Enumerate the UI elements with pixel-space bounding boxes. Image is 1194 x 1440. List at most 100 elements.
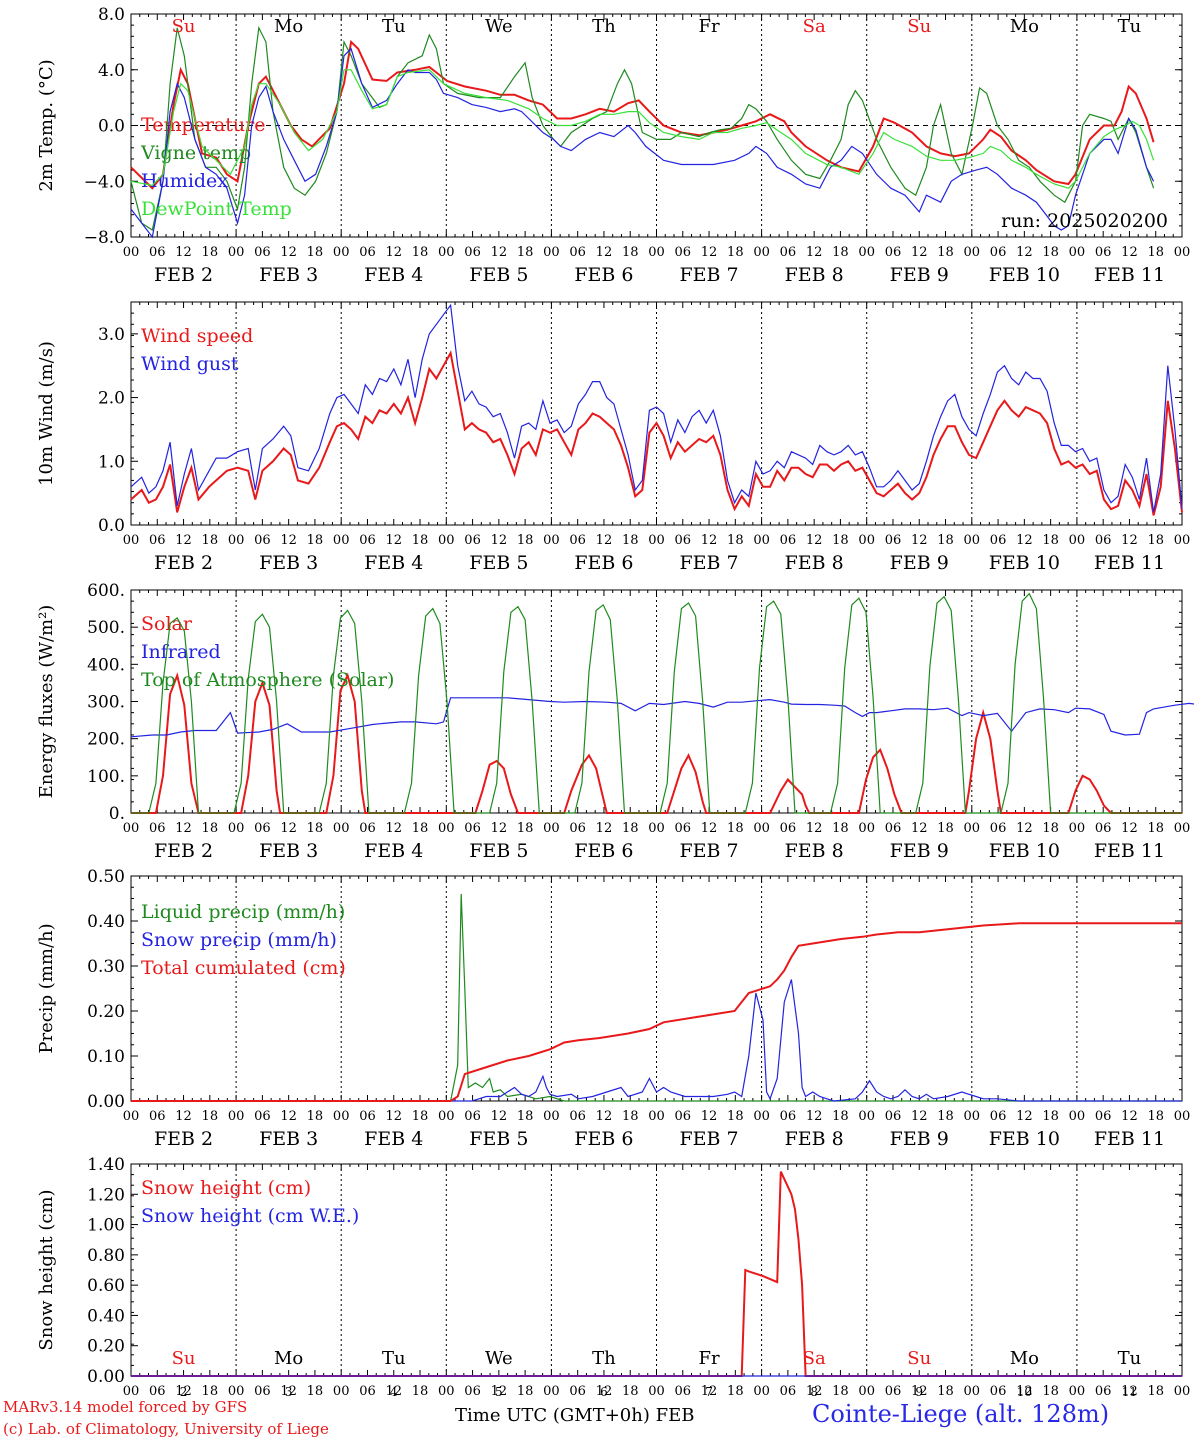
hour-tick-label: 00 (753, 533, 770, 548)
date-label: FEB 3 (259, 264, 318, 286)
series-line-3 (130, 47, 1155, 239)
weekday-label: Mo (1010, 16, 1039, 37)
y-tick-label: 600. (87, 581, 125, 601)
hour-tick-label: 12 (175, 1384, 192, 1399)
hour-tick-label: 00 (964, 533, 981, 548)
hour-tick-label: 06 (780, 245, 797, 260)
hour-tick-label: 06 (990, 245, 1007, 260)
hour-tick-label: 00 (1174, 821, 1191, 836)
hour-tick-label: 06 (464, 821, 481, 836)
hour-tick-label: 12 (1016, 245, 1033, 260)
date-label: FEB 7 (679, 840, 738, 862)
hour-tick-label: 00 (438, 533, 455, 548)
date-label: FEB 10 (989, 552, 1060, 574)
hour-tick-label: 06 (254, 1384, 271, 1399)
panel-5: 1.40 1.20 1.00 0.80 0.60 0.40 0.20 0.00 Snow hei… (36, 1155, 1190, 1399)
legend-entry: Snow height (cm) (141, 1177, 311, 1199)
series-line-4 (130, 69, 1155, 189)
y-tick-label: 0.0 (98, 117, 125, 137)
hour-tick-label: 18 (622, 821, 639, 836)
series-line-1 (130, 350, 1183, 516)
hour-tick-label: 18 (412, 245, 429, 260)
y-axis-label: Precip (mm/h) (36, 923, 57, 1053)
legend-entry: Vigne temp (140, 142, 251, 164)
series-line-2 (130, 25, 1155, 231)
hour-tick-label: 00 (543, 533, 560, 548)
date-label: FEB 11 (1094, 1128, 1165, 1150)
weekday-label: Su (172, 16, 196, 37)
hour-tick-label: 06 (254, 245, 271, 260)
hour-tick-label: 00 (858, 821, 875, 836)
weekday-label: Tu (1118, 16, 1142, 37)
date-label: FEB 2 (154, 552, 213, 574)
series-line-1 (131, 1171, 1182, 1377)
hour-tick-label: 18 (1042, 1109, 1059, 1124)
day-number-label: 8 (810, 1385, 818, 1399)
hour-tick-label: 06 (990, 1384, 1007, 1399)
legend-entry: Humidex (141, 170, 228, 192)
hour-tick-label: 12 (385, 1384, 402, 1399)
hour-tick-label: 06 (780, 1384, 797, 1399)
y-tick-label: 0.00 (87, 1367, 125, 1387)
date-label: FEB 5 (469, 552, 528, 574)
hour-tick-label: 00 (438, 821, 455, 836)
hour-tick-label: 00 (123, 533, 140, 548)
y-tick-label: 0.80 (87, 1246, 125, 1266)
x-axis-month: FEB (655, 1405, 695, 1426)
hour-tick-label: 18 (412, 1384, 429, 1399)
hour-tick-label: 00 (858, 533, 875, 548)
hour-tick-label: 00 (648, 1109, 665, 1124)
hour-tick-label: 00 (648, 533, 665, 548)
hour-tick-label: 00 (648, 1384, 665, 1399)
hour-tick-label: 00 (543, 1384, 560, 1399)
hour-tick-label: 18 (1147, 245, 1164, 260)
hour-tick-label: 06 (885, 1109, 902, 1124)
hour-tick-label: 12 (175, 821, 192, 836)
hour-tick-label: 06 (885, 821, 902, 836)
run-annotation: run: 2025020200 (1001, 210, 1168, 232)
hour-tick-label: 06 (359, 821, 376, 836)
hour-tick-label: 06 (569, 245, 586, 260)
x-axis-title: Time UTC (GMT+0h) FEB (455, 1405, 694, 1426)
hour-tick-label: 06 (990, 821, 1007, 836)
hour-tick-label: 18 (622, 533, 639, 548)
hour-tick-label: 12 (280, 245, 297, 260)
date-label: FEB 10 (989, 1128, 1060, 1150)
hour-tick-label: 12 (806, 1109, 823, 1124)
hour-tick-label: 06 (254, 533, 271, 548)
hour-tick-label: 06 (149, 821, 166, 836)
hour-tick-label: 12 (701, 533, 718, 548)
date-label: FEB 3 (259, 552, 318, 574)
weekday-label: Fr (699, 16, 720, 37)
hour-tick-label: 18 (1147, 533, 1164, 548)
y-tick-label: 500. (87, 618, 125, 638)
series-line-3 (131, 922, 1182, 1102)
hour-tick-label: 12 (385, 1109, 402, 1124)
hour-tick-label: 12 (1121, 245, 1138, 260)
weekday-label: Sa (803, 16, 826, 37)
hour-tick-label: 06 (359, 1384, 376, 1399)
hour-tick-label: 00 (123, 821, 140, 836)
date-label: FEB 6 (574, 264, 633, 286)
hour-tick-label: 00 (438, 245, 455, 260)
hour-tick-label: 18 (1042, 245, 1059, 260)
hour-tick-label: 06 (359, 1109, 376, 1124)
legend-entry: Solar (141, 613, 193, 635)
hour-tick-label: 00 (228, 245, 245, 260)
hour-tick-label: 12 (1016, 533, 1033, 548)
hour-tick-label: 18 (412, 1109, 429, 1124)
y-tick-label: 4.0 (98, 61, 125, 81)
date-label: FEB 4 (364, 840, 423, 862)
hour-tick-label: 18 (202, 821, 219, 836)
hour-tick-label: 00 (438, 1109, 455, 1124)
hour-tick-label: 00 (964, 1384, 981, 1399)
hour-tick-label: 06 (569, 1384, 586, 1399)
hour-tick-label: 06 (359, 245, 376, 260)
hour-tick-label: 12 (491, 245, 508, 260)
hour-tick-label: 06 (990, 1109, 1007, 1124)
hour-tick-label: 06 (359, 533, 376, 548)
series-line-2 (131, 979, 1182, 1102)
hour-tick-label: 06 (569, 533, 586, 548)
y-tick-label: 0.40 (87, 1306, 125, 1326)
